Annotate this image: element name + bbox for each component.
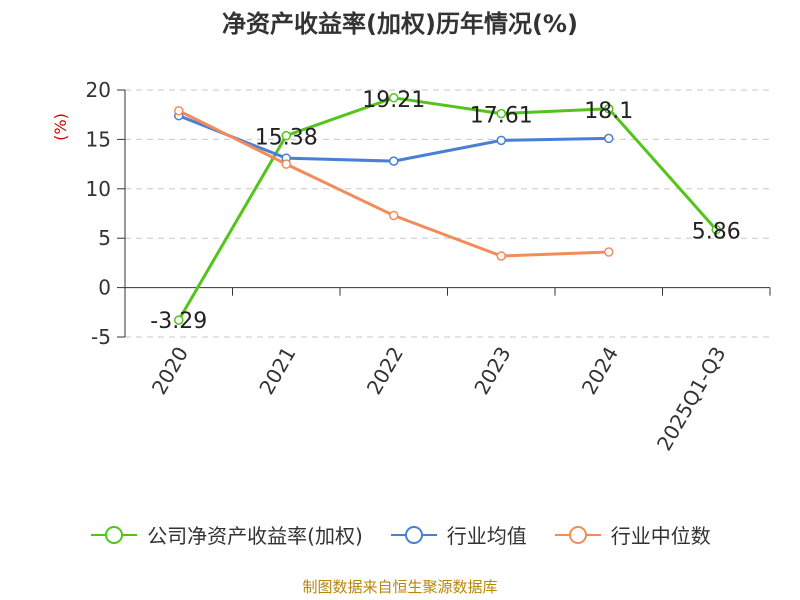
data-point	[496, 108, 506, 119]
data-point	[604, 133, 614, 144]
legend-swatch-icon	[554, 525, 601, 544]
data-point	[174, 315, 184, 325]
data-point	[389, 93, 399, 103]
data-point	[389, 156, 399, 166]
data-label: -3.29	[150, 309, 207, 334]
legend: 公司净资产收益率(加权) 行业均值 行业中位数	[0, 520, 800, 549]
legend-label: 行业中位数	[610, 524, 711, 548]
data-point	[174, 105, 184, 116]
data-point	[711, 224, 721, 235]
axis-layer: 20 15 10 5 0 -5 (%) 2020 2021 2022 2023 2024 2025Q1-…	[51, 78, 771, 455]
source-footer: 制图数据来自恒生聚源数据库	[302, 578, 498, 596]
y-axis-title: (%)	[51, 113, 70, 141]
y-tick-label: 10	[86, 177, 111, 201]
data-label: 19.21	[362, 88, 425, 113]
y-tick-label: 5	[98, 226, 111, 250]
legend-item[interactable]: 公司净资产收益率(加权)	[89, 520, 363, 549]
data-label: 15.38	[255, 126, 318, 151]
y-tick-label: -5	[91, 325, 111, 349]
x-tick-label: 2024	[577, 343, 623, 399]
chart-title: 净资产收益率(加权)历年情况(%)	[222, 10, 578, 38]
legend-swatch-icon	[91, 525, 138, 544]
x-tick-label: 2020	[147, 343, 193, 399]
data-label: 18.1	[584, 99, 633, 124]
x-tick-label: 2023	[469, 343, 515, 399]
legend-item[interactable]: 行业均值	[389, 520, 527, 549]
x-tick-label: 2021	[254, 343, 300, 399]
legend-swatch-icon	[390, 525, 437, 544]
data-point	[604, 104, 614, 114]
grid-layer	[125, 89, 770, 338]
series-line	[177, 96, 718, 321]
data-label-layer: -3.29 15.38 19.21 17.61 18.1 5.86	[150, 88, 740, 334]
series-layer	[174, 93, 721, 325]
legend-label: 公司净资产收益率(加权)	[147, 524, 363, 548]
x-tick-label: 2025Q1-Q3	[652, 343, 731, 455]
legend-label: 行业均值	[446, 524, 527, 548]
series-line	[178, 109, 609, 258]
y-tick-label: 0	[98, 276, 111, 300]
data-label: 5.86	[692, 220, 741, 245]
series-line	[178, 114, 609, 163]
data-point	[281, 159, 291, 169]
data-point	[604, 247, 614, 257]
data-point	[389, 210, 399, 221]
legend-item[interactable]: 行业中位数	[553, 520, 711, 549]
y-tick-label: 20	[86, 78, 111, 102]
x-tick-label: 2022	[362, 343, 408, 399]
y-tick-label: 15	[86, 127, 111, 151]
data-point	[496, 135, 506, 146]
data-point	[281, 130, 291, 141]
data-label: 17.61	[470, 104, 533, 129]
data-point	[496, 251, 506, 261]
